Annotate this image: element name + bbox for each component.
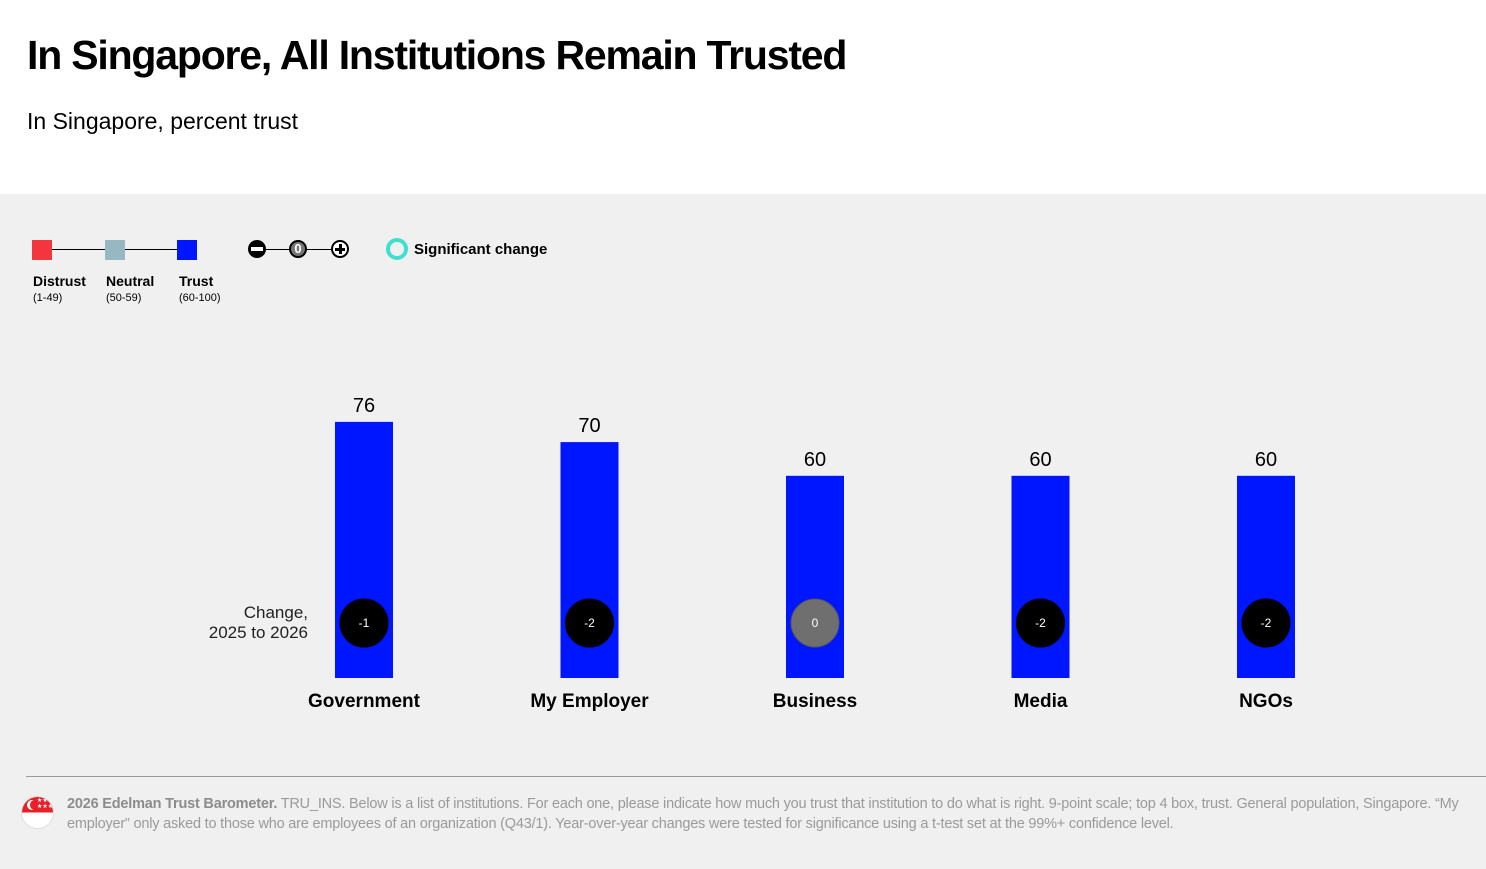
- bar-value-label-1: 70: [578, 415, 600, 437]
- legend-swatch-distrust: [32, 240, 52, 260]
- legend-label-neutral: Neutral: [106, 273, 155, 289]
- bar-4: [1237, 475, 1295, 678]
- singapore-flag-icon: ★★ ★★★: [22, 797, 53, 828]
- zero-circle-icon: 0: [289, 240, 307, 258]
- change-circle-1: [565, 598, 614, 648]
- change-circle-2: [790, 598, 840, 648]
- legend-label-distrust: Distrust: [33, 273, 86, 289]
- bar-value-label-0: 76: [353, 395, 375, 417]
- bar-3: [1011, 475, 1070, 678]
- footnote-text: TRU_INS. Below is a list of institutions…: [67, 796, 1459, 832]
- minus-circle-icon: [248, 240, 266, 258]
- chart-panel: Distrust Neutral Trust (1-49) (50-59) (6…: [0, 194, 1486, 869]
- change-value-label-0: -1: [359, 616, 370, 630]
- change-value-label-1: -2: [584, 616, 595, 630]
- bar-2: [786, 475, 844, 678]
- change-label-line2: 2025 to 2026: [208, 623, 308, 642]
- change-label-line1: Change,: [243, 603, 308, 622]
- category-label-0: Government: [308, 691, 421, 712]
- category-label-1: My Employer: [530, 691, 649, 712]
- page-title: In Singapore, All Institutions Remain Tr…: [27, 32, 847, 78]
- legend-range-neutral: (50-59): [106, 292, 142, 304]
- bar-chart: 76 -1 Government 70 -2 My Employer 60 0 Business…: [308, 395, 1295, 712]
- significant-change-label: Significant change: [414, 241, 548, 258]
- footer-divider: [26, 776, 1486, 777]
- change-circle-3: [1016, 598, 1065, 648]
- change-circle-4: [1241, 598, 1291, 648]
- change-value-label-4: -2: [1261, 616, 1272, 630]
- footnote: 2026 Edelman Trust Barometer. TRU_INS. B…: [67, 794, 1486, 834]
- category-label-4: NGOs: [1239, 691, 1293, 712]
- change-value-label-2: 0: [812, 616, 819, 630]
- change-value-label-3: -2: [1035, 616, 1046, 630]
- category-label-2: Business: [773, 691, 857, 712]
- plus-circle-icon: [331, 240, 349, 258]
- page-subtitle: In Singapore, percent trust: [27, 108, 299, 134]
- change-axis-label: Change, 2025 to 2026: [209, 603, 308, 643]
- bar-value-label-3: 60: [1029, 449, 1051, 471]
- significant-change-ring-icon: [386, 238, 408, 260]
- change-circle-0: [339, 598, 389, 648]
- bar-value-label-4: 60: [1255, 449, 1277, 471]
- legend-range-trust: (60-100): [179, 292, 221, 304]
- bar-value-label-2: 60: [804, 449, 826, 471]
- footnote-source: 2026 Edelman Trust Barometer.: [67, 796, 278, 812]
- category-label-3: Media: [1014, 691, 1068, 712]
- legend-label-trust: Trust: [179, 273, 214, 289]
- legend-swatch-neutral: [105, 240, 125, 260]
- legend-range-distrust: (1-49): [33, 292, 63, 304]
- legend-swatch-trust: [177, 240, 197, 260]
